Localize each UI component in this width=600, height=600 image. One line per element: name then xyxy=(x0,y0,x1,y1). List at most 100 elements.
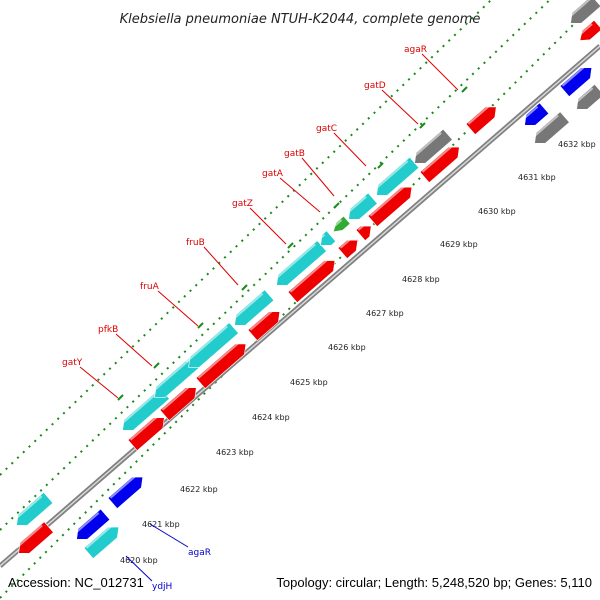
feature-arrow xyxy=(247,309,281,341)
feature-arrow xyxy=(559,65,593,97)
gene-leader-line xyxy=(203,246,239,286)
feature-highlight xyxy=(421,144,454,173)
feature-highlight xyxy=(119,391,159,426)
feature-shape xyxy=(127,417,165,451)
tick-label: 4625 kbp xyxy=(290,378,328,387)
gene-label-gatB: gatB xyxy=(284,149,305,159)
feature-arrow xyxy=(13,492,54,526)
gene-leader-line xyxy=(79,366,119,399)
feature-arrow xyxy=(355,223,372,241)
feature-shape xyxy=(18,521,54,554)
gene-label-gatA: gatA xyxy=(262,169,284,179)
feature-shape xyxy=(559,67,593,97)
feature-highlight xyxy=(197,341,240,379)
feature-shape xyxy=(348,192,378,220)
feature-highlight xyxy=(467,104,491,125)
tick-label: 4628 kbp xyxy=(402,275,440,284)
feature-arrow xyxy=(531,111,570,144)
feature-arrow xyxy=(521,102,550,126)
feature-highlight xyxy=(13,495,43,521)
feature-shape xyxy=(76,508,111,540)
feature-shape xyxy=(83,526,120,559)
feature-arrow xyxy=(367,184,413,227)
feature-shape xyxy=(579,19,600,41)
tick-ring-0 xyxy=(0,0,552,531)
feature-highlight xyxy=(339,237,352,249)
tick-label: 4632 kbp xyxy=(558,140,596,149)
gene-label-ydjH: ydjH xyxy=(152,582,172,592)
gene-label-gatC: gatC xyxy=(316,124,337,134)
feature-shape xyxy=(16,492,54,526)
feature-shape xyxy=(247,311,281,341)
feature-shape xyxy=(195,343,247,389)
tick-label: 4623 kbp xyxy=(216,448,254,457)
gene-leader-line xyxy=(333,132,367,167)
feature-arrow xyxy=(119,387,170,431)
feature-arrow xyxy=(273,240,327,286)
gene-leader-line xyxy=(279,177,321,213)
feature-arrow xyxy=(231,289,275,326)
feature-arrow xyxy=(83,524,120,559)
feature-shape xyxy=(355,225,372,241)
feature-highlight xyxy=(521,105,539,121)
feature-arrow xyxy=(567,0,600,24)
feature-shape xyxy=(188,322,239,368)
gene-label-gatZ: gatZ xyxy=(232,199,253,209)
tick-mark xyxy=(333,202,340,209)
feature-highlight xyxy=(345,196,367,215)
tick-labels: 4620 kbp 4621 kbp 4622 kbp 4623 kbp 4624 kbp… xyxy=(120,140,596,565)
feature-highlight xyxy=(411,132,442,159)
feature-arrow xyxy=(337,237,359,259)
feature-highlight xyxy=(369,184,406,217)
gene-label-agaR: agaR xyxy=(188,548,211,558)
feature-highlight xyxy=(373,160,409,191)
tick-mark xyxy=(461,86,468,93)
feature-shape xyxy=(122,387,170,431)
accession-text: Accession: NC_012731 xyxy=(8,575,144,590)
feature-shape xyxy=(332,215,351,233)
gene-label-gatD: gatD xyxy=(364,81,386,91)
summary-text: Topology: circular; Length: 5,248,520 bp… xyxy=(276,575,592,590)
tick-label: 4624 kbp xyxy=(252,413,290,422)
feature-highlight xyxy=(129,415,159,441)
tick-label: 4622 kbp xyxy=(180,485,218,494)
feature-highlight xyxy=(573,87,594,105)
feature-highlight xyxy=(15,524,43,549)
feature-highlight xyxy=(73,512,100,535)
gene-label-pfkB: pfkB xyxy=(98,325,118,335)
feature-highlight xyxy=(85,524,113,549)
feature-shape xyxy=(376,156,420,196)
feature-arrow xyxy=(107,474,144,509)
tick-label: 4626 kbp xyxy=(328,343,366,352)
tick-ring-2 xyxy=(0,0,493,476)
gene-leader-line xyxy=(381,89,419,125)
feature-highlight xyxy=(231,292,264,321)
feature-shape xyxy=(570,0,600,24)
gene-label-gatY: gatY xyxy=(62,358,83,368)
feature-highlight xyxy=(151,359,190,393)
feature-arrow xyxy=(577,19,600,41)
feature-shape xyxy=(524,102,550,126)
tick-label: 4620 kbp xyxy=(120,556,158,565)
feature-arrow xyxy=(317,230,337,246)
gene-leader-line xyxy=(249,207,287,245)
feature-arrow xyxy=(195,341,247,389)
feature-arrow xyxy=(465,104,497,135)
gene-leader-line xyxy=(115,333,153,367)
feature-arrow xyxy=(185,322,239,368)
tick-label: 4621 kbp xyxy=(142,520,180,529)
gene-leader-line xyxy=(157,290,199,327)
feature-highlight xyxy=(317,233,326,241)
map-title: Klebsiella pneumoniae NTUH-K2044, comple… xyxy=(120,12,481,27)
feature-shape xyxy=(419,146,460,183)
tick-mark xyxy=(153,362,160,369)
feature-highlight xyxy=(273,243,316,281)
feature-arrow xyxy=(15,521,54,554)
feature-highlight xyxy=(289,258,329,293)
feature-highlight xyxy=(577,23,593,37)
feature-shape xyxy=(367,186,413,227)
feature-arrow xyxy=(331,215,351,233)
feature-arrow xyxy=(373,156,420,196)
feature-shape xyxy=(576,83,600,110)
feature-shape xyxy=(465,106,497,135)
